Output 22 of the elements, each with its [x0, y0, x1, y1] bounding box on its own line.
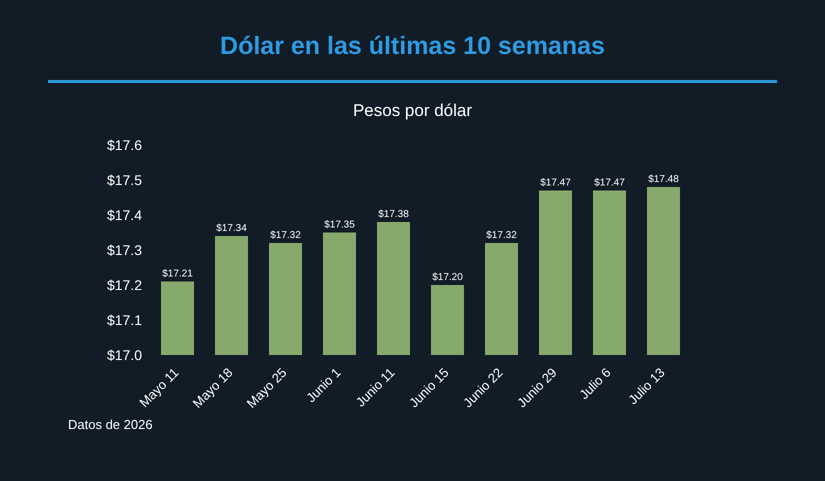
data-label: $17.35	[324, 220, 356, 230]
chart-subtitle: Pesos por dólar	[352, 101, 474, 121]
data-label: $17.34	[216, 223, 248, 234]
y-tick-label: $17.0	[106, 346, 142, 363]
data-label: $17.47	[540, 178, 572, 188]
y-tick-label: $17.6	[106, 136, 142, 153]
y-tick-label: $17.1	[106, 312, 142, 328]
y-tick-label: $17.4	[106, 206, 142, 223]
data-label: $17.48	[648, 174, 680, 185]
data-label: $17.20	[432, 272, 464, 283]
data-label: $17.38	[378, 209, 410, 220]
data-label: $17.32	[270, 230, 302, 241]
y-tick-label: $17.3	[106, 242, 142, 258]
text: Datos de 2026	[68, 417, 153, 432]
y-tick-label: $17.2	[106, 276, 142, 293]
y-tick-label: $17.5	[106, 172, 142, 188]
x-tick-label: Julio 13	[625, 364, 668, 408]
data-label: $17.21	[162, 268, 194, 280]
data-label: $17.32	[486, 230, 518, 241]
x-tick-label: Julio 6	[576, 364, 614, 402]
data-label: $17.47	[594, 178, 626, 188]
chart-title: Dólar en las últimas 10 semanas	[219, 32, 606, 61]
